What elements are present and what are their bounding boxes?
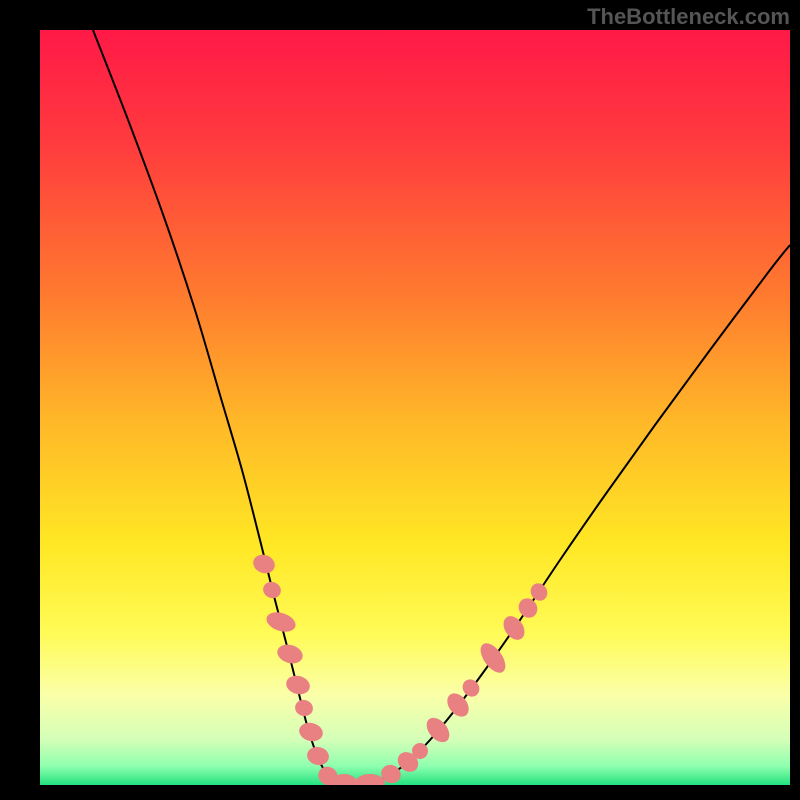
data-marker	[264, 609, 298, 635]
data-marker	[305, 745, 330, 767]
data-marker	[499, 612, 529, 644]
data-marker	[293, 698, 315, 718]
watermark-text: TheBottleneck.com	[587, 4, 790, 30]
chart-container: TheBottleneck.com	[0, 0, 800, 800]
data-marker	[251, 552, 278, 576]
data-marker	[261, 579, 283, 600]
data-marker	[355, 774, 385, 792]
data-marker	[476, 639, 511, 677]
data-marker	[297, 720, 325, 743]
curve-svg	[0, 0, 800, 800]
data-marker	[275, 642, 305, 667]
data-marker	[459, 676, 483, 700]
data-marker	[284, 673, 312, 697]
bottleneck-curve	[93, 30, 790, 785]
data-marker	[331, 774, 357, 792]
